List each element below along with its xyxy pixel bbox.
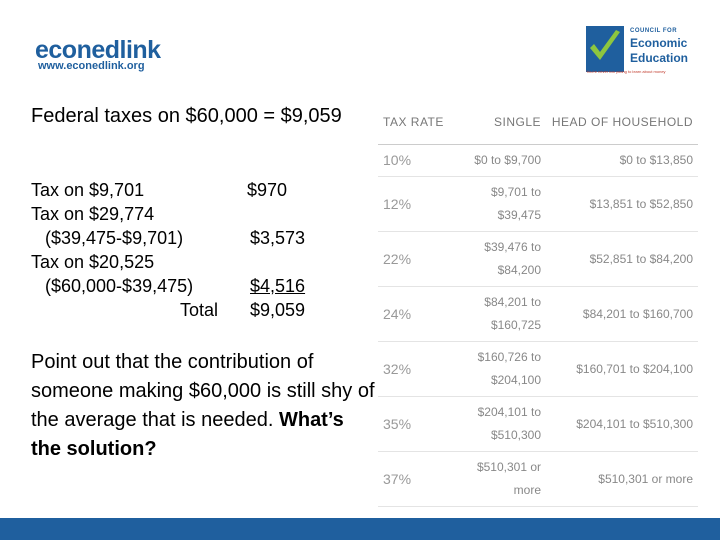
footer-bar	[0, 518, 720, 540]
table-cell: $160,726 to $204,100	[456, 341, 546, 397]
table-cell: 37%	[378, 451, 456, 507]
table-row: 10% $0 to $9,700 $0 to $13,850	[378, 144, 698, 177]
table-cell: $204,101 to $510,300	[546, 396, 698, 452]
logo-icon	[586, 26, 624, 72]
table-cell: 35%	[378, 396, 456, 452]
table-cell: $84,201 to $160,700	[546, 286, 698, 342]
calc-amount: $4,516	[250, 276, 306, 296]
table-cell: $9,701 to $39,475	[456, 176, 546, 232]
note-text: Point out that the contribution of someo…	[31, 351, 375, 431]
table-cell: $52,851 to $84,200	[546, 231, 698, 287]
table-cell: $0 to $9,700	[456, 144, 546, 177]
table-cell: 10%	[378, 144, 456, 177]
table-row: 32% $160,726 to $204,100 $160,701 to $204,…	[378, 341, 698, 397]
heading: Federal taxes on $60,000 = $9,059	[31, 105, 342, 127]
table-cell: 32%	[378, 341, 456, 397]
column-header: TAX RATE	[378, 100, 456, 145]
logo-name: econedlink	[35, 36, 161, 64]
table-cell: 24%	[378, 286, 456, 342]
calc-label: ($60,000-$39,475)	[45, 276, 194, 296]
table-cell: 12%	[378, 176, 456, 232]
logo-line: COUNCIL FOR	[630, 28, 678, 34]
calc-label: Tax on $9,701	[31, 180, 145, 200]
calc-amount: $970	[247, 180, 288, 200]
table-cell: $13,851 to $52,850	[546, 176, 698, 232]
table-cell: $0 to $13,850	[546, 144, 698, 177]
logo-line: Education	[630, 51, 689, 65]
calc-label: ($39,475-$9,701)	[45, 228, 184, 248]
tax-table: TAX RATE SINGLE HEAD OF HOUSEHOLD 10% $0 to…	[378, 100, 698, 507]
column-header: HEAD OF HOUSEHOLD	[546, 100, 698, 145]
table-cell: $160,701 to $204,100	[546, 341, 698, 397]
table-cell: $204,101 to $510,300	[456, 396, 546, 452]
logo-url: www.econedlink.org	[38, 60, 145, 72]
table-cell: $84,201 to $160,725	[456, 286, 546, 342]
table-row: 37% $510,301 or more $510,301 or more	[378, 451, 698, 507]
calc-amount: $3,573	[250, 228, 306, 248]
calc-label: Total	[179, 300, 218, 320]
table-row: 22% $39,476 to $84,200 $52,851 to $84,200	[378, 231, 698, 287]
table-row: 35% $204,101 to $510,300 $204,101 to $510,…	[378, 396, 698, 452]
calc-label: Tax on $20,525	[31, 252, 155, 272]
note: Point out that the contribution of someo…	[31, 348, 376, 464]
logo-line: Economic	[630, 36, 688, 50]
table-cell: $510,301 or more	[546, 451, 698, 507]
note-emphasis: What’s the solution?	[31, 409, 344, 460]
calc-amount: $9,059	[250, 300, 306, 320]
table-row: 12% $9,701 to $39,475 $13,851 to $52,850	[378, 176, 698, 232]
column-header: SINGLE	[456, 100, 546, 145]
logo-tagline: You're never too young to learn about mo…	[586, 69, 666, 74]
calc-label: Tax on $29,774	[31, 204, 155, 224]
table-cell: $510,301 or more	[456, 451, 546, 507]
table-cell: 22%	[378, 231, 456, 287]
table-row: 24% $84,201 to $160,725 $84,201 to $160,70…	[378, 286, 698, 342]
table-cell: $39,476 to $84,200	[456, 231, 546, 287]
header-row: TAX RATE SINGLE HEAD OF HOUSEHOLD	[378, 100, 698, 145]
